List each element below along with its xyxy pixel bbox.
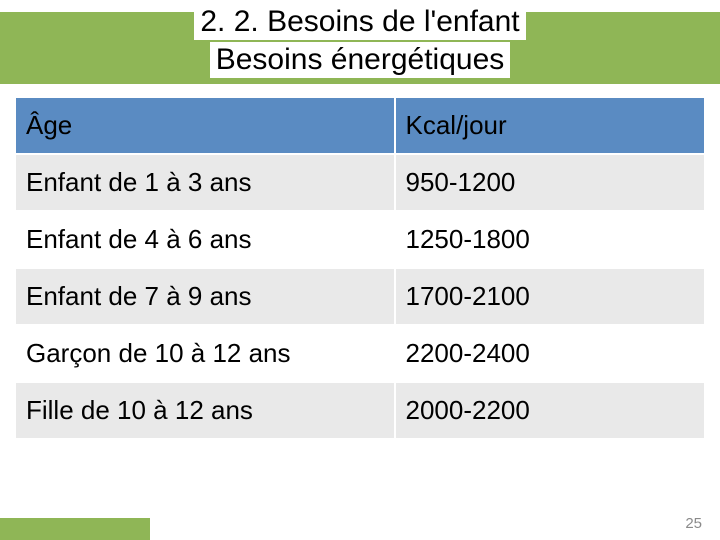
title-line-2: Besoins énergétiques [210,42,511,78]
energy-needs-table: Âge Kcal/jour Enfant de 1 à 3 ans 950-12… [14,96,706,440]
cell-kcal: 1700-2100 [395,268,706,325]
table-row: Garçon de 10 à 12 ans 2200-2400 [15,325,705,382]
cell-age: Garçon de 10 à 12 ans [15,325,395,382]
table-row: Enfant de 4 à 6 ans 1250-1800 [15,211,705,268]
cell-age: Enfant de 7 à 9 ans [15,268,395,325]
table-row: Enfant de 1 à 3 ans 950-1200 [15,154,705,211]
cell-kcal: 2000-2200 [395,382,706,439]
table-row: Enfant de 7 à 9 ans 1700-2100 [15,268,705,325]
cell-kcal: 2200-2400 [395,325,706,382]
title-line-1: 2. 2. Besoins de l'enfant [194,4,525,40]
slide-title: 2. 2. Besoins de l'enfant Besoins énergé… [0,0,720,78]
col-header-kcal: Kcal/jour [395,97,706,154]
col-header-age: Âge [15,97,395,154]
cell-kcal: 1250-1800 [395,211,706,268]
cell-age: Fille de 10 à 12 ans [15,382,395,439]
accent-bar-bottom [0,518,150,540]
cell-age: Enfant de 4 à 6 ans [15,211,395,268]
page-number: 25 [685,515,702,532]
cell-age: Enfant de 1 à 3 ans [15,154,395,211]
table-row: Fille de 10 à 12 ans 2000-2200 [15,382,705,439]
cell-kcal: 950-1200 [395,154,706,211]
